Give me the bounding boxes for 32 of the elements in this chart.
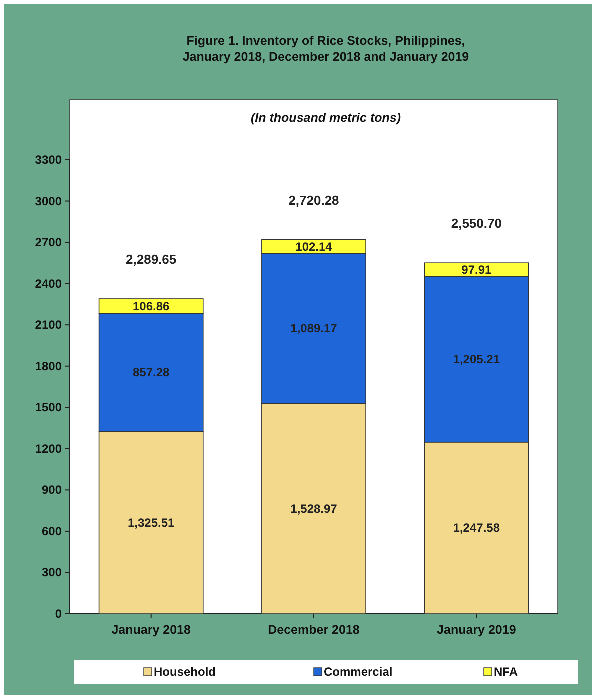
data-label: 1,089.17	[290, 322, 338, 336]
data-label: 1,205.21	[453, 352, 500, 366]
legend-label: NFA	[494, 665, 518, 679]
legend-label: Commercial	[324, 665, 393, 679]
y-tick-label: 0	[55, 607, 62, 621]
legend-label: Household	[154, 665, 216, 679]
y-tick-label: 900	[42, 483, 62, 498]
y-tick-label: 3000	[35, 194, 62, 208]
data-label: 857.28	[132, 366, 170, 380]
y-tick-label: 2100	[35, 318, 62, 332]
chart-subtitle: (In thousand metric tons)	[251, 111, 401, 125]
data-label: 97.91	[462, 262, 492, 277]
data-label: 106.86	[132, 299, 170, 314]
chart-title: Figure 1. Inventory of Rice Stocks, Philippines, January 2018, December 2018 and January 2019	[182, 34, 470, 64]
y-tick-label: 3300	[35, 153, 62, 167]
y-tick-label: 300	[42, 566, 62, 580]
total-label: 2,720.28	[288, 192, 340, 208]
total-label: 2,289.65	[126, 252, 177, 267]
total-label: 2,550.70	[451, 216, 502, 232]
data-label: 1,325.51	[128, 516, 176, 530]
data-label: 1,247.58	[453, 521, 500, 536]
x-tick-label: January 2018	[112, 623, 191, 637]
x-tick-label: January 2019	[437, 623, 516, 637]
y-tick-label: 1500	[35, 400, 62, 415]
x-tick-label: December 2018	[268, 623, 360, 637]
y-tick-label: 600	[42, 524, 62, 538]
y-tick-label: 2700	[35, 236, 62, 250]
y-tick-label: 2400	[35, 276, 62, 291]
y-tick-label: 1200	[35, 442, 62, 456]
data-label: 1,528.97	[290, 502, 338, 516]
y-tick-label: 1800	[35, 359, 62, 374]
data-label: 102.14	[296, 240, 333, 254]
